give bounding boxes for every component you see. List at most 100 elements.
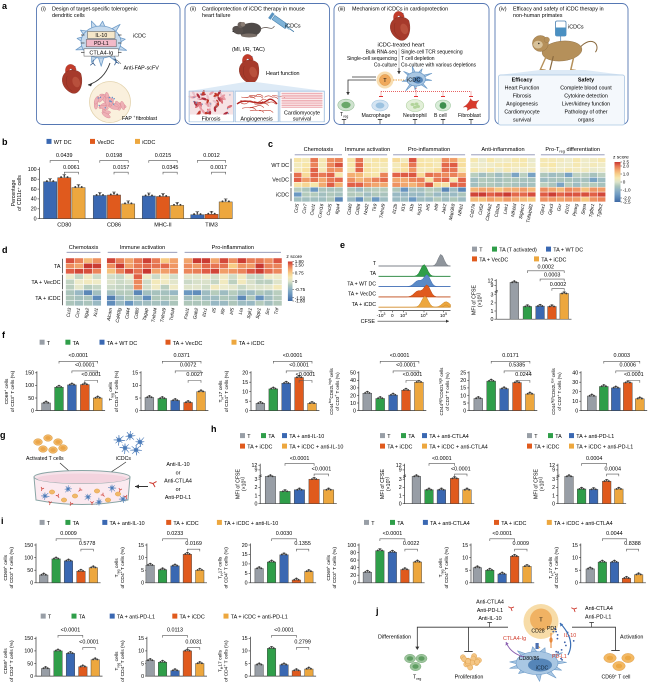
svg-text:0.1355: 0.1355 <box>294 541 311 547</box>
svg-text:<0.0001: <0.0001 <box>75 363 95 369</box>
svg-text:Treg cells: Treg cells <box>114 651 121 671</box>
svg-text:Proliferation: Proliferation <box>455 675 484 681</box>
svg-text:10: 10 <box>572 399 578 405</box>
svg-text:0: 0 <box>463 408 466 414</box>
svg-text:0.0044: 0.0044 <box>606 531 623 537</box>
svg-text:Liver/kidney function: Liver/kidney function <box>562 102 610 108</box>
svg-text:(i): (i) <box>41 7 46 13</box>
svg-text:Treg cells: Treg cells <box>114 558 121 578</box>
svg-text:0: 0 <box>399 502 402 508</box>
svg-text:Il1rl1: Il1rl1 <box>564 203 571 214</box>
svg-text:<0.0001: <0.0001 <box>296 372 316 378</box>
svg-text:<0.0001: <0.0001 <box>61 627 81 633</box>
svg-text:Pathology of other: Pathology of other <box>565 110 608 116</box>
svg-text:0.0030: 0.0030 <box>276 531 293 537</box>
svg-text:0.0157: 0.0157 <box>113 165 130 171</box>
svg-text:-0.75: -0.75 <box>295 287 306 292</box>
svg-text:c: c <box>268 139 273 149</box>
svg-text:0.0017: 0.0017 <box>210 165 227 171</box>
svg-text:CD69+ cells: CD69+ cells <box>2 648 9 674</box>
svg-text:a: a <box>2 1 8 11</box>
svg-text:or: or <box>176 470 181 476</box>
svg-text:or: or <box>176 487 181 493</box>
svg-text:Anti-inflammation: Anti-inflammation <box>481 147 524 153</box>
svg-text:CTLA4-Ig: CTLA4-Ig <box>503 636 526 642</box>
svg-text:iCDC: iCDC <box>133 34 146 40</box>
svg-text:Anti-CTLA4: Anti-CTLA4 <box>476 600 504 606</box>
svg-text:of CD3+ T cells (%): of CD3+ T cells (%) <box>8 547 15 589</box>
svg-text:10: 10 <box>242 562 248 568</box>
svg-text:5: 5 <box>141 568 144 574</box>
svg-text:Ccr1: Ccr1 <box>74 307 81 318</box>
svg-text:0.75: 0.75 <box>295 271 304 276</box>
svg-text:20: 20 <box>242 543 248 549</box>
svg-text:Tagap: Tagap <box>142 307 149 321</box>
svg-text:Nfkb1: Nfkb1 <box>457 203 464 216</box>
svg-text:PD-L1: PD-L1 <box>552 654 567 660</box>
svg-text:0.0012: 0.0012 <box>203 153 220 159</box>
svg-text:15: 15 <box>132 371 138 377</box>
svg-text:Safety: Safety <box>578 78 594 84</box>
svg-text:iCDC: iCDC <box>276 192 289 198</box>
svg-text:CD44lowCD62Lhigh cells: CD44lowCD62Lhigh cells <box>328 367 334 414</box>
svg-text:T: T <box>534 434 538 440</box>
svg-text:103: 103 <box>400 312 407 318</box>
svg-text:10: 10 <box>132 383 138 389</box>
svg-text:Cardiomyocyte: Cardiomyocyte <box>284 111 320 117</box>
svg-text:dendritic cells: dendritic cells <box>52 13 85 19</box>
svg-text:of CD3+ T cells (%): of CD3+ T cells (%) <box>444 372 450 411</box>
svg-text:CD80: CD80 <box>57 223 71 229</box>
svg-text:Tnf: Tnf <box>273 307 279 315</box>
svg-text:TA + iCDC: TA + iCDC <box>247 445 272 451</box>
svg-text:of CD4+ T cells (%): of CD4+ T cells (%) <box>223 547 230 589</box>
svg-text:<0.0001: <0.0001 <box>290 456 310 462</box>
svg-text:Pro-Treg differentiation: Pro-Treg differentiation <box>545 147 600 154</box>
svg-text:Ccl5: Ccl5 <box>293 203 300 213</box>
svg-text:2.5: 2.5 <box>623 160 630 165</box>
svg-text:40: 40 <box>31 197 37 203</box>
svg-text:TA + iCDC: TA + iCDC <box>35 296 60 302</box>
svg-text:reg: reg <box>416 677 421 681</box>
svg-text:Pparg: Pparg <box>572 203 579 217</box>
svg-text:VecDC: VecDC <box>97 140 114 146</box>
svg-text:15: 15 <box>572 543 578 549</box>
svg-text:1: 1 <box>399 493 402 499</box>
svg-text:Src: Src <box>265 307 271 315</box>
svg-text:9: 9 <box>490 283 493 289</box>
svg-text:5: 5 <box>465 568 468 574</box>
svg-text:0.0371: 0.0371 <box>173 353 190 359</box>
svg-text:Efficacy: Efficacy <box>512 78 533 84</box>
svg-text:0.0009: 0.0009 <box>60 531 77 537</box>
svg-text:Bulk RNA-seq: Bulk RNA-seq <box>366 50 398 56</box>
svg-text:iCDC: iCDC <box>536 666 549 672</box>
svg-text:-2.5: -2.5 <box>623 200 631 205</box>
svg-text:5: 5 <box>245 661 248 667</box>
svg-text:1: 1 <box>254 493 257 499</box>
svg-text:100: 100 <box>25 383 34 389</box>
svg-text:5: 5 <box>141 661 144 667</box>
svg-text:Ccr7: Ccr7 <box>301 203 308 214</box>
svg-text:9: 9 <box>399 468 402 474</box>
svg-text:60: 60 <box>350 558 356 564</box>
svg-text:0.2799: 0.2799 <box>294 640 311 646</box>
svg-text:10: 10 <box>138 555 144 561</box>
svg-text:(ii): (ii) <box>190 7 196 13</box>
svg-text:TA (T activated): TA (T activated) <box>499 248 537 254</box>
svg-text:TH17 cells: TH17 cells <box>217 556 224 579</box>
svg-text:TA + VecDC: TA + VecDC <box>173 341 203 347</box>
svg-text:+: + <box>133 115 135 119</box>
svg-text:Ccl3: Ccl3 <box>66 307 73 317</box>
svg-text:TA + VecDC: TA + VecDC <box>31 280 60 286</box>
svg-text:T: T <box>387 434 391 440</box>
svg-text:CD28: CD28 <box>531 629 544 635</box>
svg-text:0.8388: 0.8388 <box>624 541 641 547</box>
svg-text:9: 9 <box>552 468 555 474</box>
svg-text:e: e <box>340 240 345 250</box>
svg-text:TIM3: TIM3 <box>205 223 218 229</box>
svg-text:0.0215: 0.0215 <box>155 153 172 159</box>
svg-text:5: 5 <box>463 401 466 407</box>
svg-text:Fibroblast: Fibroblast <box>458 113 481 119</box>
svg-text:0.0027: 0.0027 <box>186 372 203 378</box>
svg-text:Fibrosis: Fibrosis <box>513 94 532 100</box>
svg-text:<0.0001: <0.0001 <box>81 372 101 378</box>
